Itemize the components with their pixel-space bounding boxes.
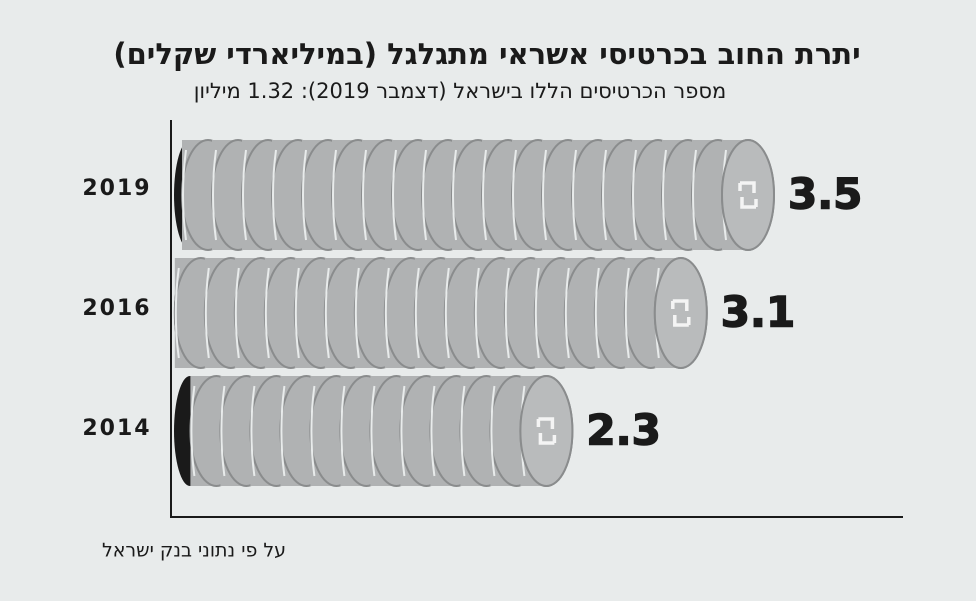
coin-stack <box>174 375 574 487</box>
coin-highlight <box>422 149 427 241</box>
chart-subtitle: מספר הכרטיסים הללו בישראל (דצמבר 2019): … <box>194 79 727 103</box>
coin-highlight <box>204 267 210 359</box>
coin-highlight <box>474 267 480 359</box>
coin-highlight <box>212 149 217 241</box>
value-label: 3.5 <box>788 170 862 219</box>
coin-highlight <box>242 149 247 241</box>
coin-highlight <box>542 149 547 241</box>
coin-face <box>519 375 574 487</box>
coin-highlight <box>400 385 406 477</box>
coin-highlight <box>414 267 420 359</box>
coin-highlight <box>512 149 517 241</box>
coin-highlight <box>190 385 196 477</box>
value-label: 2.3 <box>586 406 660 455</box>
coin-stack <box>174 139 775 251</box>
coin-highlight <box>280 385 286 477</box>
coin-face <box>721 139 775 251</box>
coin-highlight <box>430 385 436 477</box>
coin-highlight <box>354 267 360 359</box>
coin-highlight <box>392 149 397 241</box>
coin-highlight <box>662 149 667 241</box>
source-note: על פי נתוני בנק ישראל <box>102 540 286 562</box>
shekel-icon <box>671 299 691 327</box>
coin-highlight <box>220 385 226 477</box>
coin-highlight <box>460 385 466 477</box>
coin-highlight <box>564 267 570 359</box>
coin-highlight <box>572 149 577 241</box>
coin-highlight <box>250 385 256 477</box>
coin-highlight <box>272 149 277 241</box>
coin-highlight <box>632 149 637 241</box>
coin-highlight <box>324 267 330 359</box>
coin-highlight <box>362 149 367 241</box>
shekel-icon <box>536 417 557 445</box>
coin-highlight <box>602 149 607 241</box>
coin-face <box>653 257 708 369</box>
coin-highlight <box>370 385 376 477</box>
coin-highlight <box>182 149 187 241</box>
coin-highlight <box>310 385 316 477</box>
coin-highlight <box>594 267 600 359</box>
y-tick-label: 2016 <box>82 296 151 321</box>
coin-highlight <box>234 267 240 359</box>
y-tick-label: 2019 <box>82 176 151 201</box>
coin-highlight <box>384 267 390 359</box>
coin-highlight <box>692 149 697 241</box>
coin-highlight <box>490 385 496 477</box>
value-label: 3.1 <box>721 288 795 337</box>
coin-highlight <box>504 267 510 359</box>
coin-highlight <box>624 267 630 359</box>
coin-highlight <box>264 267 270 359</box>
chart-title: יתרת החוב בכרטיסי אשראי מתגלגל (במיליארד… <box>113 37 860 71</box>
coin-highlight <box>482 149 487 241</box>
coin-highlight <box>534 267 540 359</box>
coin-highlight <box>294 267 300 359</box>
coin-highlight <box>340 385 346 477</box>
coin-highlight <box>452 149 457 241</box>
coin-stack <box>173 257 708 369</box>
y-tick-label: 2014 <box>82 416 151 441</box>
coin-highlight <box>174 267 180 359</box>
coin-highlight <box>302 149 307 241</box>
coin-highlight <box>332 149 337 241</box>
coin-highlight <box>444 267 450 359</box>
shekel-icon <box>738 181 758 209</box>
